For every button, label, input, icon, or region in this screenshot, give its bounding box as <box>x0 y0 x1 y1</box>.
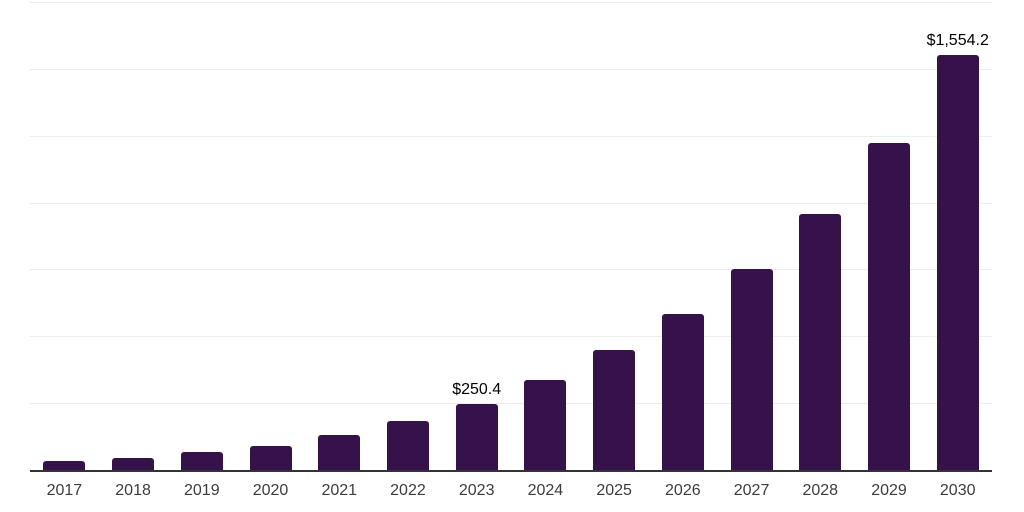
bar-2028 <box>799 213 842 471</box>
plot-area: $250.4 $1,554.2 <box>30 2 992 472</box>
x-tick-label-2028: 2028 <box>802 482 839 499</box>
gridline-1750 <box>30 2 992 3</box>
bar-column-2017 <box>30 3 99 471</box>
x-tick-label-2023: 2023 <box>458 482 495 499</box>
x-tick-label-2020: 2020 <box>252 482 289 499</box>
bar-column-2025 <box>580 3 649 471</box>
bar-2027 <box>730 268 773 471</box>
x-tick-label-2019: 2019 <box>184 482 220 499</box>
bar-column-2030: $1,554.2 <box>923 3 992 471</box>
bar-column-2029 <box>855 3 924 471</box>
gridline-250 <box>30 403 992 405</box>
gridline-1500 <box>30 68 992 70</box>
bar-column-2028 <box>786 3 855 471</box>
gridline-1250 <box>30 135 992 137</box>
x-tick-label-2022: 2022 <box>390 482 426 499</box>
bar-column-2021 <box>305 3 374 471</box>
x-axis-line <box>30 470 992 472</box>
x-tick-label-2018: 2018 <box>115 482 151 499</box>
x-tick-label-2030: 2030 <box>939 482 976 499</box>
x-axis-tick-labels: 2017 2018 2019 2020 2021 2022 2023 2024 2025 2026… <box>30 481 992 500</box>
bar-column-2022 <box>374 3 443 471</box>
gridline-750 <box>30 269 992 271</box>
x-tick-label-2017: 2017 <box>46 482 83 499</box>
bar-column-2027 <box>717 3 786 471</box>
bar-column-2023: $250.4 <box>442 3 511 471</box>
bar-2018 <box>112 458 155 471</box>
bar-column-2024 <box>511 3 580 471</box>
x-tick-label-2029: 2029 <box>871 482 907 499</box>
bar-2022 <box>386 421 429 471</box>
x-tick-label-2026: 2026 <box>665 482 701 499</box>
bar-column-2018 <box>99 3 168 471</box>
data-label-2030: $1,554.2 <box>926 32 989 50</box>
x-tick-label-2027: 2027 <box>733 482 770 499</box>
bar-column-2020 <box>236 3 305 471</box>
bar-2024 <box>524 380 567 471</box>
gridline-500 <box>30 336 992 338</box>
bar-2020 <box>249 445 292 471</box>
bar-2029 <box>867 142 910 471</box>
bar-2023 <box>455 404 498 471</box>
bar-2025 <box>593 350 636 471</box>
bar-column-2026 <box>648 3 717 471</box>
bar-2030 <box>936 55 979 471</box>
bar-2017 <box>43 461 86 471</box>
data-label-2023: $250.4 <box>452 381 502 399</box>
x-tick-label-2021: 2021 <box>321 482 358 499</box>
bar-2021 <box>318 434 361 471</box>
bar-2019 <box>180 452 223 471</box>
bars-container: $250.4 $1,554.2 <box>30 3 992 471</box>
gridline-1000 <box>30 202 992 204</box>
bar-column-2019 <box>167 3 236 471</box>
bar-2026 <box>661 313 704 471</box>
x-tick-label-2025: 2025 <box>596 482 632 499</box>
x-tick-label-2024: 2024 <box>527 482 564 499</box>
